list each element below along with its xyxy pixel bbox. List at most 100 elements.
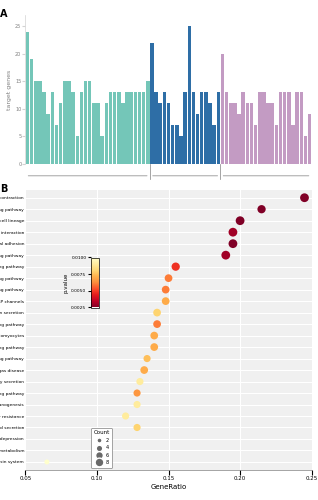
Text: molecular_function: molecular_function: [238, 190, 290, 196]
Point: [230, 228, 235, 236]
Bar: [76, 136, 79, 164]
Point: [259, 205, 264, 213]
Point: [45, 458, 50, 466]
Bar: [46, 114, 50, 164]
Point: [152, 343, 157, 351]
Bar: [117, 92, 121, 164]
Bar: [42, 92, 46, 164]
Bar: [113, 92, 116, 164]
Bar: [188, 26, 191, 164]
Point: [144, 354, 149, 362]
Bar: [167, 103, 170, 164]
Bar: [38, 81, 42, 164]
Point: [137, 378, 142, 386]
Bar: [204, 92, 208, 164]
Y-axis label: p.value: p.value: [63, 272, 68, 292]
Point: [142, 366, 147, 374]
Bar: [300, 92, 303, 164]
Bar: [154, 92, 158, 164]
Bar: [138, 92, 141, 164]
Bar: [121, 103, 125, 164]
Bar: [245, 103, 249, 164]
Bar: [241, 92, 245, 164]
Y-axis label: target genes: target genes: [7, 70, 12, 110]
Point: [94, 446, 100, 454]
Legend: 2, 4, 6, 8: 2, 4, 6, 8: [91, 428, 112, 468]
Bar: [266, 103, 270, 164]
Bar: [279, 92, 282, 164]
Bar: [109, 92, 112, 164]
Bar: [100, 136, 104, 164]
Point: [155, 308, 160, 316]
Bar: [146, 81, 149, 164]
Bar: [179, 136, 183, 164]
Bar: [229, 103, 232, 164]
Bar: [105, 103, 108, 164]
Bar: [254, 126, 257, 164]
Point: [223, 251, 228, 259]
Bar: [196, 114, 199, 164]
Point: [123, 412, 128, 420]
Bar: [84, 81, 87, 164]
Bar: [59, 103, 62, 164]
Point: [302, 194, 307, 202]
Bar: [262, 92, 266, 164]
Bar: [283, 92, 287, 164]
Bar: [162, 92, 166, 164]
Point: [152, 332, 157, 340]
Bar: [175, 126, 179, 164]
Bar: [308, 114, 311, 164]
Point: [166, 274, 171, 282]
Bar: [287, 92, 291, 164]
Bar: [129, 92, 133, 164]
Bar: [125, 92, 129, 164]
Bar: [67, 81, 71, 164]
Bar: [80, 92, 83, 164]
Text: cellular_component: cellular_component: [156, 190, 210, 196]
Point: [173, 262, 178, 270]
Point: [163, 286, 168, 294]
Bar: [63, 81, 66, 164]
Bar: [225, 92, 228, 164]
Bar: [150, 42, 154, 164]
Point: [230, 240, 235, 248]
Bar: [291, 126, 295, 164]
Bar: [183, 92, 187, 164]
Bar: [258, 92, 262, 164]
Bar: [271, 103, 274, 164]
Text: biological_process: biological_process: [60, 190, 111, 196]
Point: [102, 435, 107, 443]
Point: [135, 400, 140, 408]
Bar: [34, 81, 38, 164]
Bar: [295, 92, 299, 164]
X-axis label: GeneRatio: GeneRatio: [150, 484, 187, 490]
Point: [135, 389, 140, 397]
Point: [238, 216, 243, 224]
Bar: [30, 59, 33, 164]
Point: [163, 297, 168, 305]
Bar: [237, 114, 241, 164]
Point: [135, 424, 140, 432]
Bar: [158, 103, 162, 164]
Point: [155, 320, 160, 328]
Bar: [212, 126, 216, 164]
Bar: [217, 92, 220, 164]
Bar: [192, 92, 195, 164]
Bar: [96, 103, 100, 164]
Text: A: A: [0, 9, 7, 19]
Bar: [200, 92, 204, 164]
Bar: [233, 103, 237, 164]
Text: B: B: [0, 184, 7, 194]
Bar: [221, 54, 224, 164]
Bar: [55, 126, 58, 164]
Bar: [134, 92, 137, 164]
Bar: [92, 103, 96, 164]
Bar: [51, 92, 54, 164]
Bar: [304, 136, 307, 164]
Bar: [275, 126, 278, 164]
Bar: [142, 92, 145, 164]
Bar: [71, 92, 75, 164]
Bar: [208, 103, 212, 164]
Bar: [26, 32, 29, 164]
Bar: [250, 103, 253, 164]
